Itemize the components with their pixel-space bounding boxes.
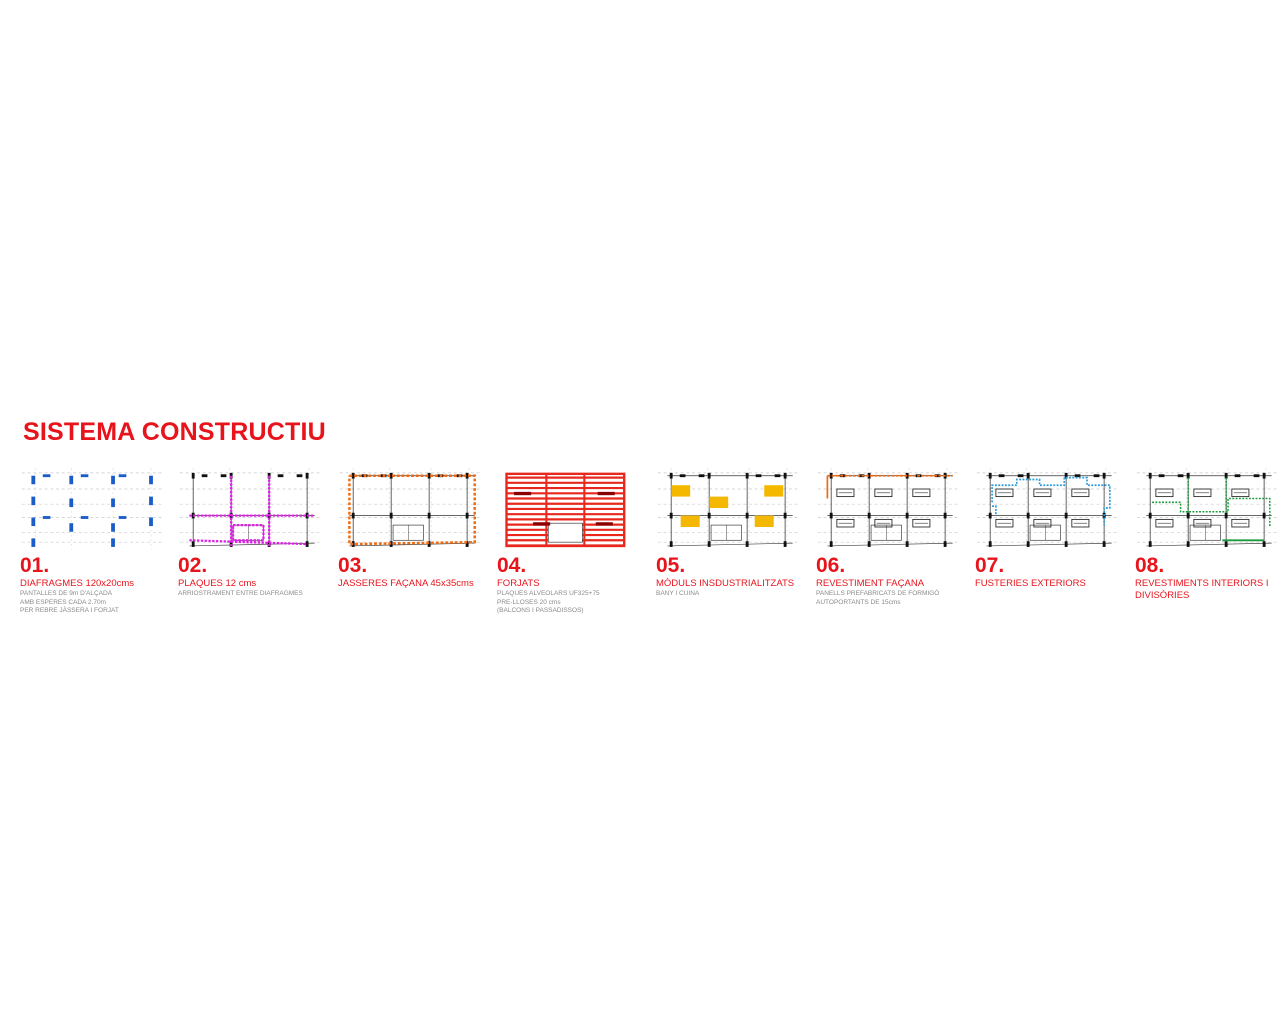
step-title: FUSTERIES EXTERIORS	[975, 578, 1086, 589]
step-number: 08.	[1135, 554, 1165, 577]
step-detail: (BALCONS I PASSADISSOS)	[497, 607, 584, 614]
step-number: 01.	[20, 554, 50, 577]
step-detail: PANTALLES DE 9m D'ALÇADA	[20, 590, 113, 597]
step-number: 05.	[656, 554, 686, 577]
step-number: 07.	[975, 554, 1005, 577]
step-detail: PER REBRE JÀSSERA I FORJAT	[20, 607, 119, 614]
step-panel: 07. FUSTERIES EXTERIORS	[975, 466, 1125, 590]
step-detail: ARRIOSTRAMENT ENTRE DIAFRAGMES	[178, 590, 303, 597]
plates-plan-icon	[179, 468, 321, 550]
step-detail: AUTOPORTANTS DE 15cms	[816, 598, 901, 606]
carpentry-plan-icon	[976, 468, 1118, 550]
step-panel: 03. JASSERES FAÇANA 45x35cms	[338, 466, 488, 590]
step-panel: 05. MÒDULS INSDUSTRIALITZATS BANY I CUINA	[656, 466, 806, 599]
step-title: PLAQUES 12 cms	[178, 578, 257, 589]
step-title: REVESTIMENT FAÇANA	[816, 578, 925, 589]
step-title: MÒDULS INSDUSTRIALITZATS	[656, 578, 795, 589]
step-title: DIAFRAGMES 120x20cms	[20, 578, 135, 589]
slabs-plan-icon	[505, 472, 626, 548]
step-detail: AMB ESPERES CADA 2.70m	[20, 598, 106, 606]
step-number: 02.	[178, 554, 208, 577]
modules-plan-icon	[657, 468, 799, 550]
step-detail: PLAQUES ALVEOLARS UF325+75	[497, 590, 600, 597]
step-title: JASSERES FAÇANA 45x35cms	[338, 578, 474, 589]
step-detail: PRE-LLOSES 20 cms	[497, 598, 561, 606]
step-panel: 06. REVESTIMENT FAÇANA PANELLS PREFABRICAT…	[816, 466, 966, 607]
step-panel: 01. DIAFRAGMES 120x20cms PANTALLES DE 9m D…	[20, 466, 170, 616]
step-number: 06.	[816, 554, 846, 577]
interiors-plan-icon	[1136, 468, 1278, 550]
diaphragm-plan-icon	[21, 468, 163, 550]
step-panel: 04. FORJATS PLAQUES ALVEOLARS UF325+75 PRE-…	[497, 466, 647, 616]
step-number: 03.	[338, 554, 368, 577]
beams-plan-icon	[339, 468, 481, 550]
step-detail: BANY I CUINA	[656, 590, 700, 597]
step-panel: 02. PLAQUES 12 cms ARRIOSTRAMENT ENTRE DIA…	[178, 466, 328, 599]
facade-plan-icon	[817, 468, 959, 550]
page-title: SISTEMA CONSTRUCTIU	[23, 418, 326, 446]
step-panel: 08. REVESTIMENTS INTERIORS I DIVISÒRIES	[1135, 466, 1280, 602]
step-detail: PANELLS PREFABRICATS DE FORMIGÓ	[816, 590, 940, 597]
step-title: FORJATS	[497, 578, 540, 589]
step-title: REVESTIMENTS INTERIORS I DIVISÒRIES	[1135, 578, 1269, 601]
step-number: 04.	[497, 554, 527, 577]
